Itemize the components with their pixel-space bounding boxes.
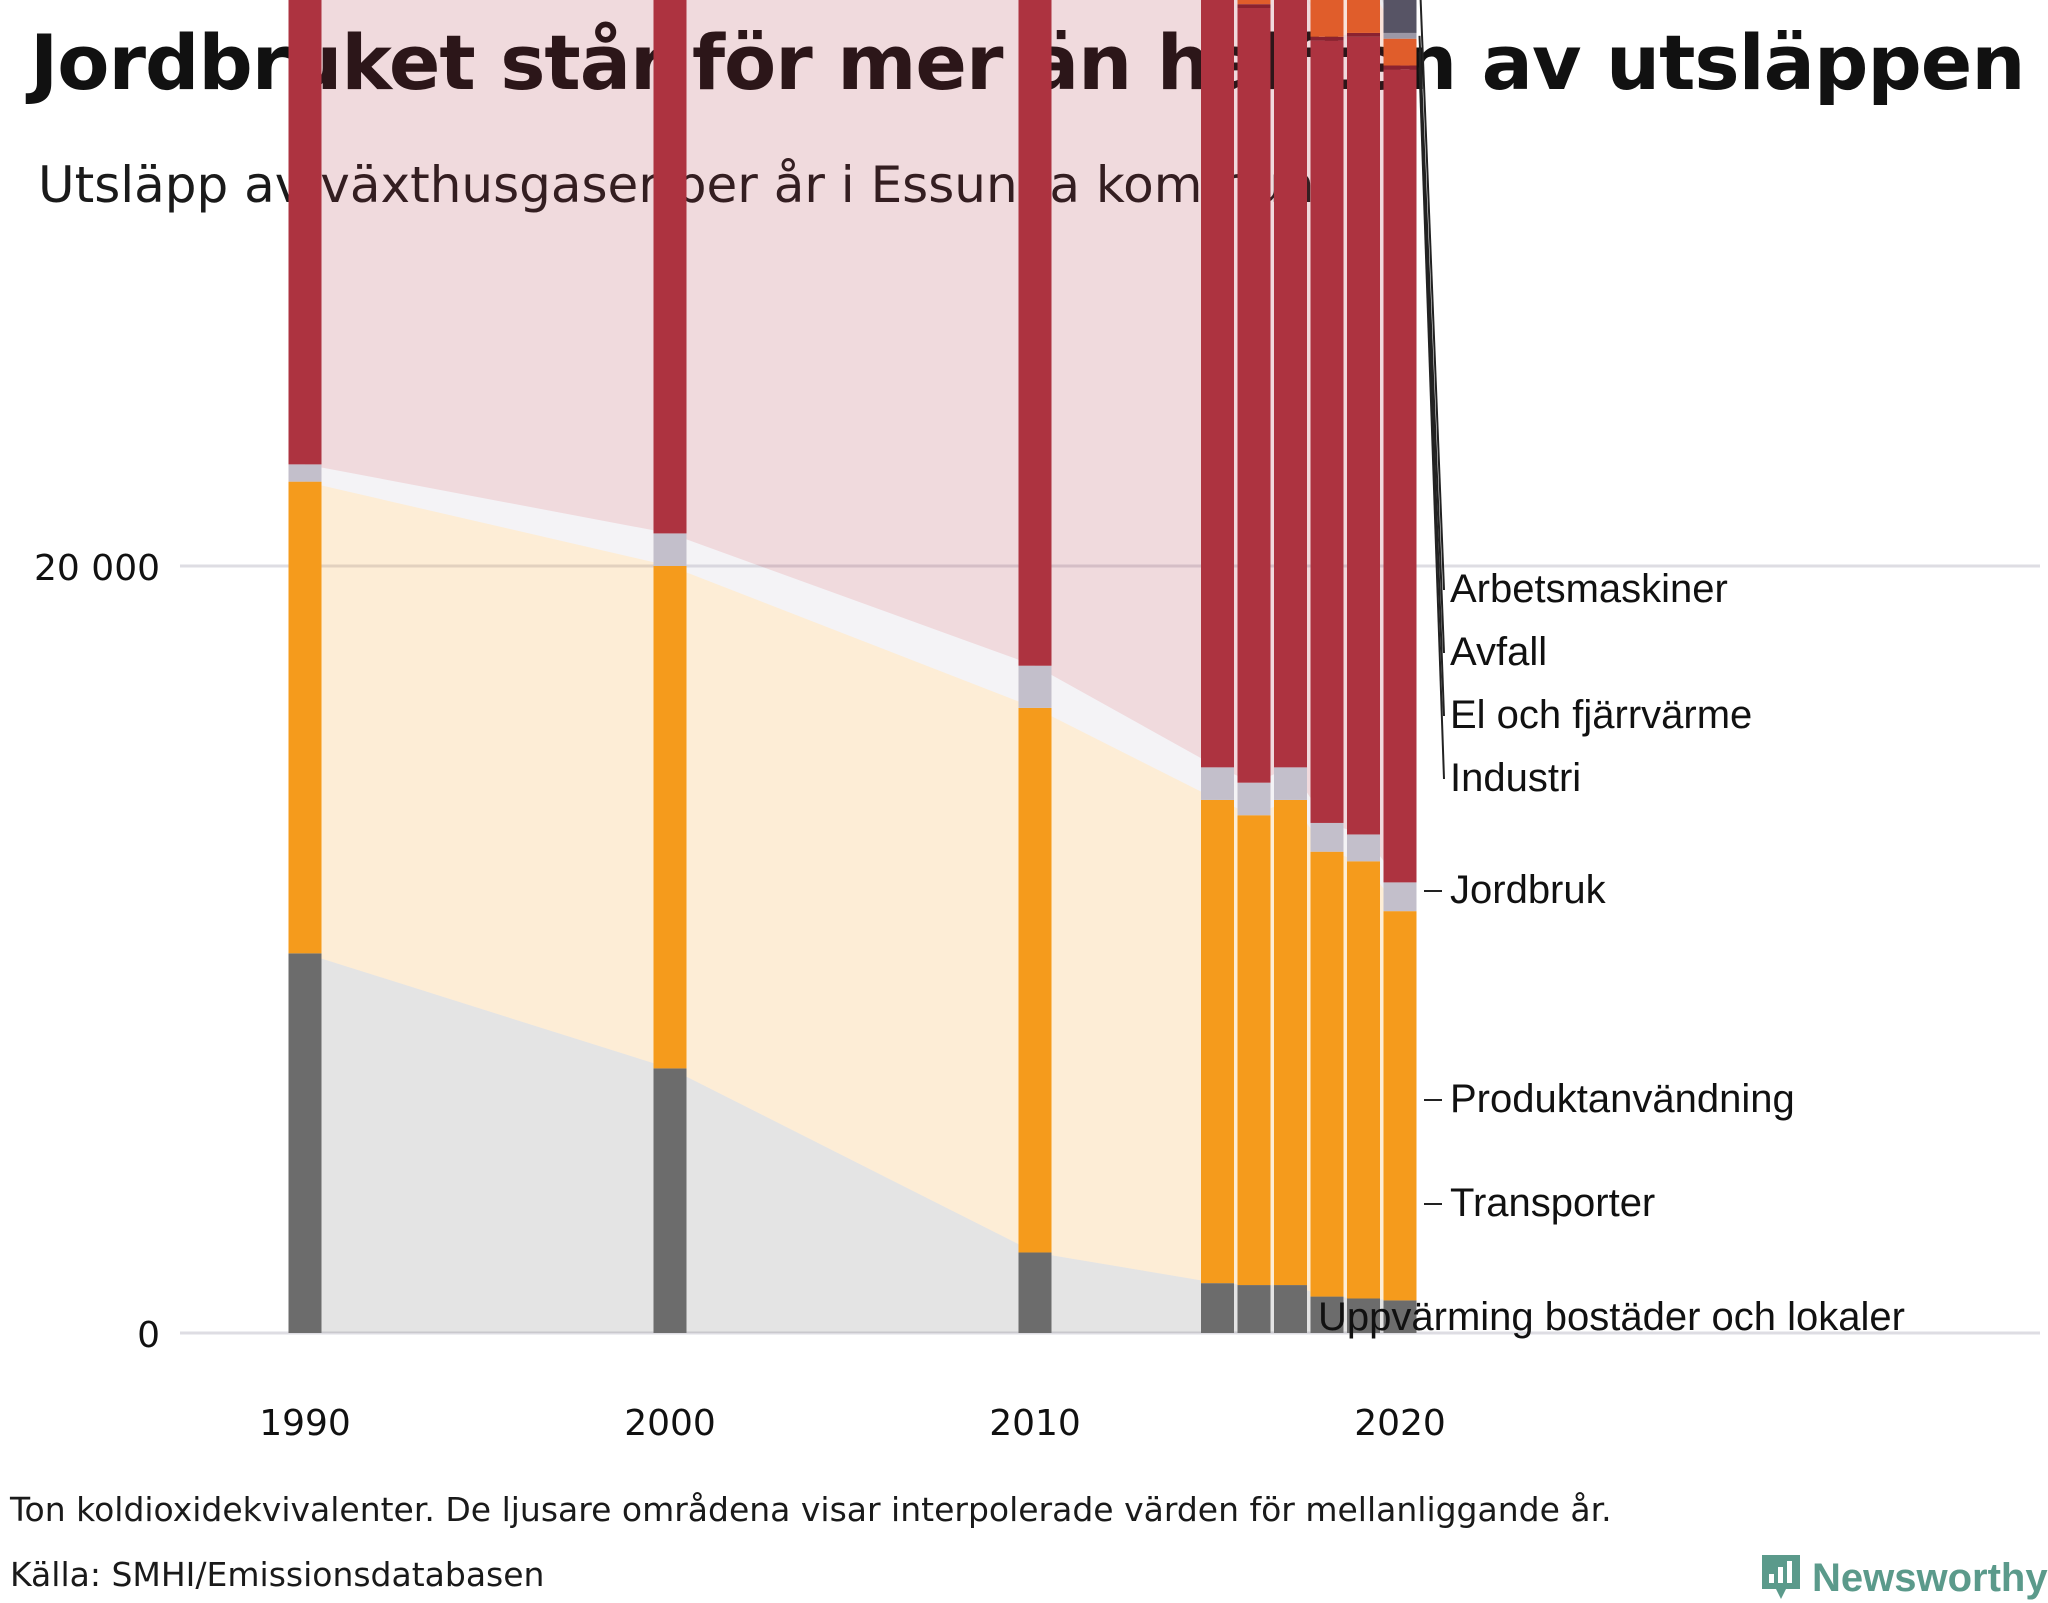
series-label: Arbetsmaskiner (1450, 567, 1728, 611)
bar-segment (1201, 1283, 1234, 1333)
bar-segment (1383, 911, 1417, 1301)
bar-segment (1274, 767, 1307, 800)
bar-segment (653, 533, 687, 566)
bar-segment (1347, 861, 1380, 1299)
bar-segment (1383, 65, 1417, 70)
x-tick-label: 2010 (989, 1403, 1081, 1444)
bar-segment (1383, 32, 1417, 39)
x-tick-label: 2000 (624, 1403, 716, 1444)
label-connector (1419, 0, 1445, 591)
series-label: Transporter (1450, 1181, 1655, 1225)
bar-segment (1310, 851, 1344, 1297)
interpolated-area (305, 953, 1400, 1333)
bar-segment (1237, 0, 1271, 5)
bar-segment (1274, 799, 1307, 1286)
bar-segment (1201, 767, 1234, 800)
bar-segment (1383, 38, 1417, 66)
bar-segment (1347, 0, 1380, 33)
bar-segment (288, 0, 322, 465)
bar-chart-icon (1762, 1555, 1800, 1599)
source-credit: Källa: SMHI/Emissionsdatabasen (10, 1555, 545, 1594)
bar-segment (1310, 1296, 1344, 1333)
bar-segment (653, 1068, 687, 1333)
bar-segment (1018, 1252, 1052, 1333)
bar-segment (1237, 1285, 1271, 1333)
bar-segment (1237, 782, 1271, 816)
x-tick-label: 2020 (1354, 1403, 1446, 1444)
series-label: Produktanvändning (1450, 1077, 1795, 1121)
series-label: Avfall (1450, 630, 1547, 674)
x-tick-label: 1990 (259, 1403, 351, 1444)
bar-segment (1310, 40, 1344, 823)
brand-name: Newsworthy (1812, 1555, 2048, 1600)
bar-segment (1310, 36, 1344, 41)
series-label: El och fjärrvärme (1450, 693, 1752, 737)
bar-segment (1383, 882, 1417, 912)
bar-segment (1274, 1285, 1307, 1333)
bar-segment (1201, 0, 1234, 768)
bar-segment (288, 464, 322, 482)
interpolated-area (305, 481, 1400, 1301)
y-tick-label: 20 000 (34, 548, 160, 589)
bar-segment (288, 953, 322, 1333)
series-label: Industri (1450, 756, 1581, 800)
bar-segment (1347, 32, 1380, 37)
bar-segment (1237, 8, 1271, 783)
bar-segment (1237, 815, 1271, 1286)
series-label: Jordbruk (1450, 868, 1607, 912)
bar-segment (1347, 36, 1380, 835)
label-connector (1418, 67, 1445, 780)
bar-segment (1018, 707, 1052, 1253)
bar-segment (653, 0, 687, 534)
bar-segment (1310, 822, 1344, 852)
series-label: Uppvärming bostäder och lokaler (1318, 1295, 1905, 1339)
bar-segment (1383, 69, 1417, 883)
bar-segment (1310, 0, 1344, 37)
bar-segment (1018, 665, 1052, 708)
bar-segment (1201, 799, 1234, 1284)
brand-logo: Newsworthy (1760, 1553, 2048, 1603)
bar-segment (1018, 0, 1052, 666)
bar-segment (1274, 0, 1307, 768)
bar-segment (653, 566, 687, 1069)
interpolated-area (305, 0, 1400, 883)
bar-segment (1383, 0, 1417, 33)
bar-segment (1237, 4, 1271, 9)
footnote: Ton koldioxidekvivalenter. De ljusare om… (10, 1490, 1612, 1529)
y-tick-label: 0 (137, 1315, 160, 1356)
bar-segment (1383, 1300, 1417, 1333)
bar-segment (288, 481, 322, 954)
bar-segment (1347, 834, 1380, 862)
bar-segment (1347, 1298, 1380, 1333)
